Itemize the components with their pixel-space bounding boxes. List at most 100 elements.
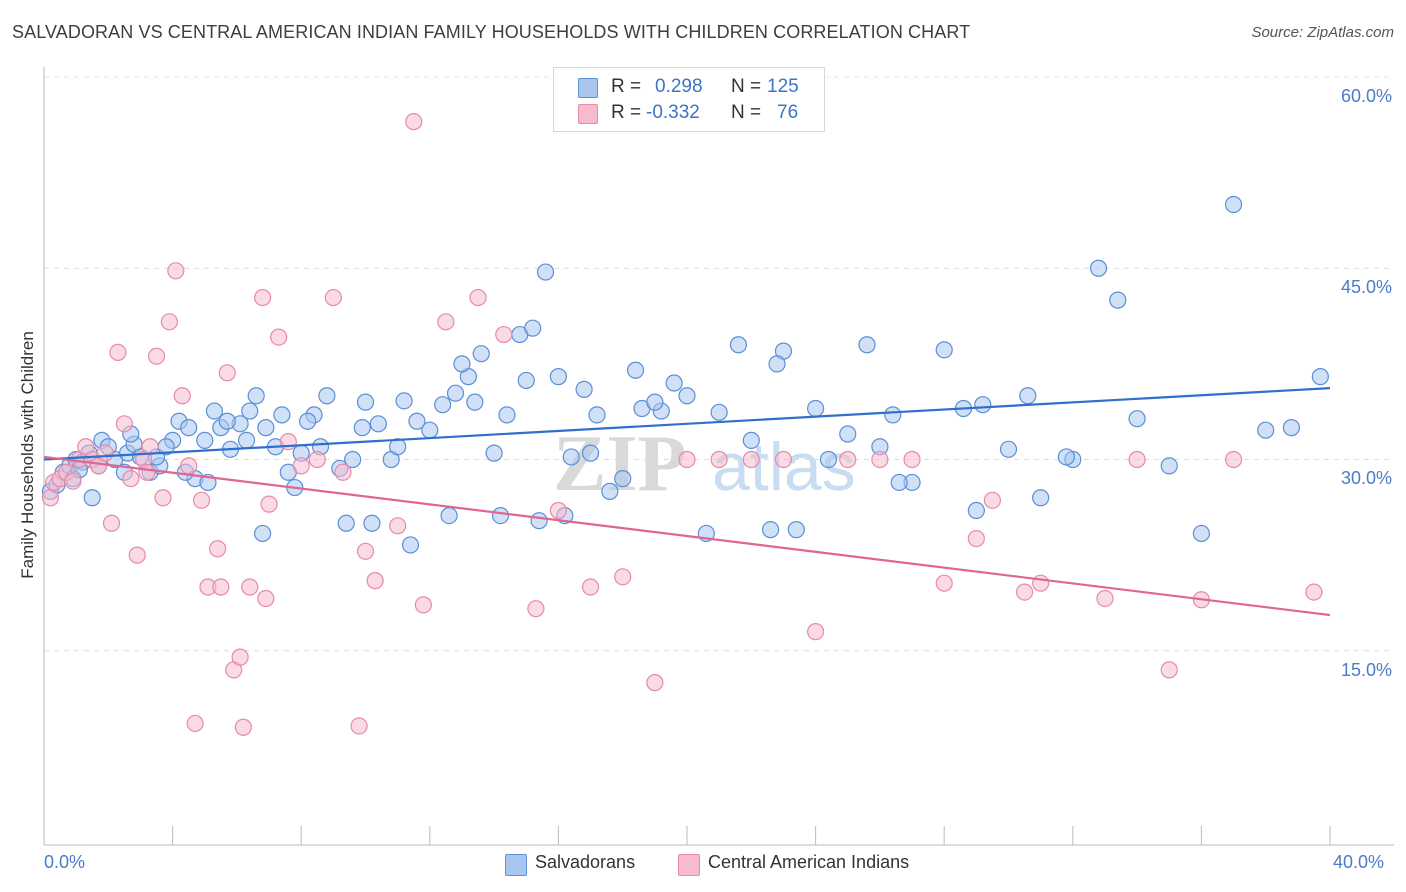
salvadoran-point — [1089, 259, 1108, 277]
central-american-indian-point — [254, 288, 272, 307]
salvadoran-point — [356, 393, 375, 411]
central-american-indian-point — [241, 578, 259, 596]
salvadoran-point — [839, 425, 857, 443]
central-american-indians-swatch — [578, 104, 598, 124]
salvadoran-point — [999, 440, 1018, 458]
central-american-indian-point — [109, 343, 127, 361]
salvadorans-legend-swatch — [505, 854, 527, 876]
salvadoran-point — [729, 336, 748, 354]
salvadoran-point — [498, 406, 516, 424]
salvadoran-point — [581, 444, 600, 462]
central-american-indian-point — [167, 262, 185, 280]
salvadoran-point — [742, 431, 760, 449]
central-american-indian-point — [1305, 583, 1323, 601]
salvadoran-point — [241, 402, 259, 420]
salvadoran-point — [890, 473, 908, 492]
central-american-indian-point — [173, 387, 191, 405]
central-american-indian-point — [678, 450, 696, 469]
salvadoran-point — [601, 482, 619, 500]
legend-r-label: R = — [611, 102, 642, 123]
central-american-indian-point — [257, 589, 275, 608]
salvadoran-point — [1160, 457, 1178, 475]
salvadoran-point — [257, 419, 275, 437]
central-american-indian-point — [115, 415, 133, 433]
y-tick-label-60: 60.0% — [1340, 86, 1392, 106]
salvadoran-point — [819, 450, 838, 469]
central-american-indian-point — [96, 444, 114, 462]
salvadoran-point — [858, 336, 876, 354]
salvadoran-point — [353, 419, 371, 437]
central-american-indian-point — [549, 501, 568, 520]
salvadoran-point — [761, 521, 780, 539]
salvadoran-point — [491, 506, 510, 525]
salvadoran-point — [395, 392, 413, 410]
legend-r-label: R = — [611, 76, 642, 97]
salvadoran-point — [1311, 368, 1329, 386]
salvadoran-point — [806, 399, 825, 418]
salvadoran-point — [935, 341, 953, 359]
salvadoran-point — [614, 470, 632, 488]
salvadoran-point — [446, 384, 465, 402]
salvadoran-point — [530, 512, 548, 530]
central-american-indians-legend-swatch — [678, 854, 700, 876]
central-american-indian-point — [180, 457, 198, 475]
central-american-indian-point — [495, 325, 513, 344]
salvadoran-point — [247, 387, 265, 405]
central-american-indian-point — [366, 572, 384, 590]
salvadoran-point — [453, 355, 471, 373]
salvadoran-point — [485, 444, 503, 462]
legend-n-label: N = — [731, 76, 762, 97]
salvadoran-point — [646, 393, 664, 411]
salvadoran-point — [1224, 195, 1243, 214]
salvadoran-point — [1282, 419, 1301, 437]
central-american-indian-point — [1160, 661, 1178, 679]
y-tick-label-30: 30.0% — [1340, 468, 1392, 488]
salvadoran-point — [678, 387, 696, 405]
salvadoran-point — [344, 450, 362, 469]
central-american-indian-point — [469, 288, 487, 307]
y-tick-label-15: 15.0% — [1340, 660, 1392, 680]
salvadoran-point — [83, 489, 101, 507]
salvadoran-point — [974, 396, 992, 414]
salvadoran-point — [218, 412, 236, 430]
central-american-indian-point — [983, 491, 1002, 509]
salvadoran-point — [665, 374, 683, 392]
central-american-indian-point — [1032, 574, 1050, 592]
salvadoran-point — [536, 263, 555, 281]
salvadoran-point — [1109, 291, 1127, 309]
central-american-indian-point — [774, 450, 793, 469]
salvadoran-point — [318, 387, 336, 405]
central-american-indian-point — [967, 529, 985, 548]
central-american-indian-point — [1224, 450, 1243, 469]
salvadoran-point — [517, 371, 535, 390]
salvadoran-point — [421, 421, 439, 439]
central-american-indian-point — [102, 514, 121, 532]
salvadoran-point — [562, 448, 580, 466]
central-american-indian-point — [122, 470, 140, 488]
central-american-indian-point — [935, 574, 953, 592]
central-american-indian-point — [234, 718, 252, 736]
central-american-indian-point — [64, 472, 82, 490]
salvadoran-point — [389, 438, 407, 456]
salvadorans-legend-label: Salvadorans — [535, 852, 636, 872]
salvadoran-point — [1192, 524, 1211, 543]
central-american-indian-point — [646, 674, 664, 692]
salvadoran-point — [434, 396, 452, 414]
salvadoran-point — [967, 501, 985, 520]
central-american-indian-point — [324, 288, 342, 307]
salvadoran-point — [237, 431, 256, 449]
salvadoran-point — [1057, 448, 1075, 466]
central-american-indian-point — [903, 450, 921, 469]
central-american-indians-legend-label: Central American Indians — [708, 852, 910, 872]
salvadoran-point — [1128, 410, 1146, 428]
salvadoran-point — [524, 319, 542, 337]
central-american-indian-point — [218, 364, 236, 382]
salvadoran-point — [401, 536, 420, 554]
salvadorans-swatch — [578, 78, 598, 98]
x-tick-label-min: 0.0% — [44, 852, 86, 872]
salvadoran-point — [363, 514, 381, 532]
central-american-indian-point — [389, 517, 407, 535]
central-american-indian-point — [212, 578, 230, 596]
central-american-indian-point — [437, 313, 455, 331]
central-american-indian-point — [292, 457, 310, 475]
